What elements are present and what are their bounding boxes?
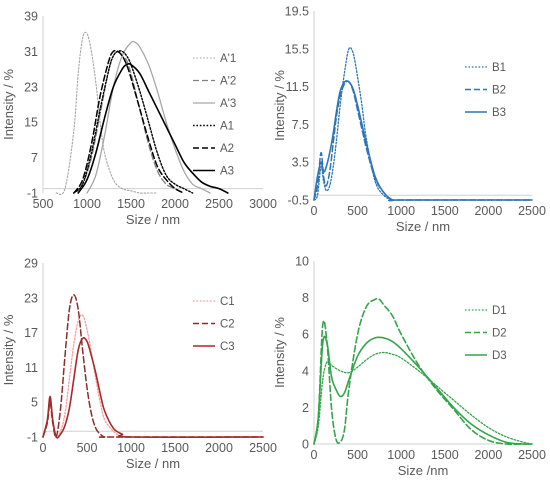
- series-line-d2: [313, 297, 533, 446]
- x-tick-label: 500: [347, 448, 368, 462]
- x-tick-label: 500: [33, 197, 54, 211]
- y-tick-label: 8: [302, 291, 309, 305]
- y-tick-label: 0: [302, 438, 309, 452]
- y-tick-label: 23: [24, 291, 38, 305]
- series-line-a3: [77, 63, 229, 194]
- y-tick-label: 10: [295, 255, 309, 269]
- x-axis-title: Size /nm: [398, 463, 449, 478]
- x-tick-label: 2500: [518, 448, 546, 462]
- x-tick-label: 2000: [161, 197, 189, 211]
- y-tick-label: 6: [302, 328, 309, 342]
- y-tick-label: 19.5: [285, 5, 309, 19]
- y-tick-label: 7.5: [292, 118, 309, 132]
- y-axis-title: Intensity / %: [1, 314, 16, 385]
- y-tick-label: -1: [27, 431, 38, 445]
- series-line-a3: [86, 40, 211, 194]
- x-tick-label: 500: [347, 204, 368, 218]
- x-tick-label: 1500: [431, 448, 459, 462]
- legend-label: C2: [220, 319, 235, 331]
- series-line-b1: [313, 46, 533, 201]
- x-tick-label: 2000: [205, 441, 233, 455]
- y-tick-label: 39: [24, 10, 38, 24]
- y-tick-label: 31: [24, 45, 38, 59]
- series-line-c1: [42, 314, 264, 439]
- series-line-b3: [313, 80, 533, 202]
- x-tick-label: 1000: [117, 441, 145, 455]
- legend-label: A'1: [220, 53, 236, 65]
- y-tick-label: 4: [302, 364, 309, 378]
- legend-label: A'2: [220, 76, 236, 88]
- series-line-c3: [42, 337, 264, 439]
- legend-label: D1: [492, 305, 507, 317]
- y-tick-label: 2: [302, 401, 309, 415]
- x-tick-label: 1500: [161, 441, 189, 455]
- x-tick-label: 2500: [249, 441, 277, 455]
- y-tick-label: 3.5: [292, 156, 309, 170]
- legend-label: B1: [492, 62, 506, 74]
- x-tick-label: 0: [40, 441, 47, 455]
- legend-label: A'3: [220, 98, 236, 110]
- series-line-a1: [73, 50, 194, 194]
- x-tick-label: 1000: [73, 197, 101, 211]
- series-line-d1: [313, 351, 533, 445]
- legend-label: C3: [220, 341, 235, 353]
- x-tick-label: 500: [77, 441, 98, 455]
- x-tick-label: 1500: [431, 204, 459, 218]
- x-tick-label: 1000: [387, 204, 415, 218]
- y-axis-title: Intensity / %: [272, 70, 287, 141]
- x-tick-label: 3000: [249, 197, 277, 211]
- legend-label: A3: [220, 166, 234, 178]
- legend-label: A2: [220, 143, 234, 155]
- y-tick-label: 5: [31, 396, 38, 410]
- y-axis-title: Intensity / %: [272, 317, 287, 388]
- y-tick-label: 15: [24, 116, 38, 130]
- legend-label: B3: [492, 107, 506, 119]
- y-tick-label: 23: [24, 80, 38, 94]
- series-line-a2: [73, 50, 185, 194]
- chart-panel-1: -1 7 15 23 31 39 500 1000 1500 2000 2500 3000 Size /…: [1, 10, 277, 228]
- legend-label: B2: [492, 85, 506, 97]
- legend-label: D3: [492, 350, 507, 362]
- x-tick-label: 2500: [518, 204, 546, 218]
- x-tick-label: 2500: [205, 197, 233, 211]
- y-tick-label: 7: [31, 151, 38, 165]
- x-tick-label: 0: [311, 448, 318, 462]
- x-tick-label: 0: [311, 204, 318, 218]
- y-tick-label: 15.5: [285, 42, 309, 56]
- series-line-a2: [73, 49, 185, 194]
- y-tick-label: 29: [24, 257, 38, 271]
- y-tick-label: 17: [24, 326, 38, 340]
- series-line-d3: [313, 335, 533, 445]
- x-axis-title: Size / nm: [126, 212, 180, 227]
- y-tick-label: 11: [25, 361, 38, 375]
- y-tick-label: -0.5: [287, 194, 309, 208]
- series-line-a1: [55, 31, 158, 195]
- x-tick-label: 1500: [117, 197, 145, 211]
- x-axis-title: Size / nm: [396, 219, 450, 234]
- legend-label: A1: [220, 121, 234, 133]
- series-line-b2: [313, 80, 533, 202]
- chart-panel-3: -1 5 11 17 23 29 0 500 1000 1500 2000 2500 Size / nm…: [1, 257, 277, 472]
- x-tick-label: 2000: [474, 448, 502, 462]
- x-axis-title: Size / nm: [126, 456, 180, 471]
- legend-label: C1: [220, 296, 235, 308]
- x-tick-label: 1000: [387, 448, 415, 462]
- x-tick-label: 2000: [474, 204, 502, 218]
- y-axis-title: Intensity / %: [1, 69, 16, 140]
- chart-panel-2: -0.5 3.5 7.5 11.5 15.5 19.5 0 500 1000 1500 2000 25…: [272, 5, 546, 235]
- y-tick-label: 11.5: [286, 80, 309, 94]
- chart-panel-4: 0 2 4 6 8 10 0 500 1000 1500 2000 2500 Size /nm Inten…: [272, 255, 546, 479]
- legend-label: D2: [492, 328, 507, 340]
- y-tick-label: -1: [27, 187, 38, 201]
